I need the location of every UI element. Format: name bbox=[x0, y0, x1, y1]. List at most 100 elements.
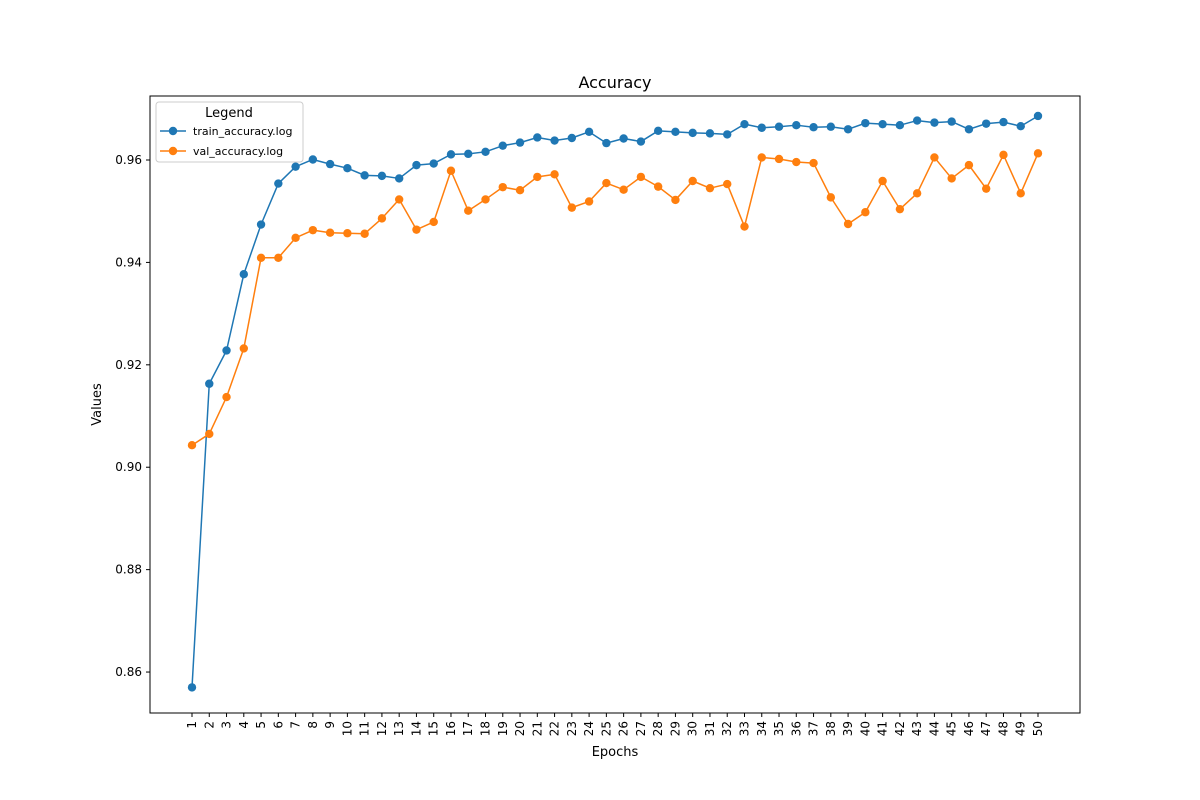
data-point bbox=[653, 182, 663, 191]
data-point bbox=[446, 166, 456, 175]
data-point bbox=[723, 130, 732, 139]
data-point bbox=[774, 122, 784, 131]
x-tick-label: 31 bbox=[703, 721, 717, 736]
x-tick-label: 21 bbox=[530, 721, 544, 736]
x-tick-label: 46 bbox=[962, 721, 976, 736]
data-point bbox=[515, 138, 525, 147]
data-point bbox=[843, 219, 853, 229]
series-train bbox=[187, 111, 1043, 692]
plot-area-frame bbox=[149, 95, 1081, 714]
legend-swatch-train-marker bbox=[168, 126, 178, 136]
data-point bbox=[360, 171, 369, 180]
data-point bbox=[464, 149, 473, 159]
data-point bbox=[740, 119, 749, 129]
x-tick-label: 7 bbox=[289, 721, 303, 729]
data-point bbox=[757, 123, 766, 132]
x-tick-label: 6 bbox=[271, 721, 285, 729]
data-point bbox=[222, 392, 231, 402]
x-tick-label: 40 bbox=[858, 721, 872, 736]
x-tick-label: 8 bbox=[306, 721, 320, 729]
x-tick-label: 12 bbox=[375, 721, 389, 736]
data-point bbox=[705, 183, 715, 193]
data-point bbox=[688, 176, 697, 186]
data-point bbox=[826, 122, 836, 131]
x-tick-label: 15 bbox=[427, 721, 441, 736]
x-tick-label: 38 bbox=[824, 721, 838, 736]
x-tick-label: 39 bbox=[841, 721, 855, 736]
x-tick-label: 3 bbox=[220, 721, 234, 729]
x-tick-label: 33 bbox=[737, 721, 751, 736]
data-point bbox=[878, 119, 887, 129]
data-point bbox=[222, 346, 231, 355]
y-axis-label: Values bbox=[90, 383, 105, 426]
data-point bbox=[550, 170, 559, 179]
data-point bbox=[999, 150, 1008, 160]
data-point bbox=[291, 233, 300, 243]
data-point bbox=[999, 117, 1008, 127]
data-point bbox=[205, 379, 214, 388]
x-tick-label: 45 bbox=[945, 721, 959, 736]
data-point bbox=[394, 174, 404, 183]
x-tick-label: 10 bbox=[340, 721, 354, 736]
x-tick-label: 25 bbox=[599, 721, 613, 736]
data-point bbox=[653, 126, 663, 136]
x-tick-label: 30 bbox=[686, 721, 700, 736]
data-point bbox=[274, 179, 283, 188]
data-point bbox=[533, 133, 542, 142]
data-point bbox=[688, 128, 697, 138]
data-point bbox=[394, 195, 404, 204]
data-point bbox=[1016, 122, 1025, 131]
data-point bbox=[498, 182, 507, 192]
x-tick-label: 23 bbox=[565, 721, 579, 736]
data-point bbox=[498, 141, 507, 150]
data-point bbox=[515, 186, 525, 195]
data-point bbox=[239, 269, 248, 279]
data-point bbox=[671, 195, 680, 205]
x-tick-label: 35 bbox=[772, 721, 786, 736]
data-point bbox=[964, 160, 974, 170]
data-point bbox=[636, 137, 646, 146]
data-point bbox=[912, 116, 922, 125]
x-tick-label: 20 bbox=[513, 721, 527, 736]
data-point bbox=[619, 134, 628, 143]
y-tick-label: 0.90 bbox=[115, 460, 142, 474]
data-point bbox=[567, 203, 577, 212]
data-point bbox=[878, 176, 887, 186]
data-point bbox=[826, 193, 836, 202]
legend-label-train: train_accuracy.log bbox=[193, 125, 292, 138]
data-point bbox=[757, 153, 766, 162]
y-tick-label: 0.96 bbox=[115, 153, 142, 167]
y-tick-label: 0.92 bbox=[115, 358, 142, 372]
data-point bbox=[895, 120, 905, 130]
data-point bbox=[982, 184, 991, 193]
data-point bbox=[256, 220, 266, 229]
x-tick-label: 11 bbox=[358, 721, 372, 736]
x-tick-label: 18 bbox=[479, 721, 493, 736]
x-tick-label: 29 bbox=[668, 721, 682, 736]
x-axis: 1 2 3 4 5 6 7 8 9 10 11 12 13 14 15 16 17 18 19 20 21 22 23 24 2… bbox=[185, 713, 1045, 736]
data-point bbox=[1033, 149, 1043, 158]
series-layer bbox=[187, 111, 1043, 692]
data-point bbox=[930, 118, 939, 127]
x-tick-label: 19 bbox=[496, 721, 510, 736]
data-point bbox=[274, 253, 283, 262]
x-tick-label: 37 bbox=[807, 721, 821, 736]
data-point bbox=[792, 120, 801, 130]
x-tick-label: 9 bbox=[323, 721, 337, 729]
x-tick-label: 47 bbox=[979, 721, 993, 736]
data-point bbox=[187, 441, 197, 450]
data-point bbox=[429, 159, 438, 168]
data-point bbox=[343, 229, 352, 238]
x-tick-label: 32 bbox=[720, 721, 734, 736]
x-tick-label: 44 bbox=[927, 721, 941, 736]
data-point bbox=[982, 119, 991, 128]
data-point bbox=[930, 153, 939, 162]
x-tick-label: 1 bbox=[185, 721, 199, 729]
data-point bbox=[602, 178, 611, 188]
legend-swatch-val-marker bbox=[168, 146, 178, 156]
data-point bbox=[412, 225, 421, 234]
data-point bbox=[671, 127, 680, 137]
data-point bbox=[533, 172, 542, 182]
data-point bbox=[205, 429, 214, 439]
